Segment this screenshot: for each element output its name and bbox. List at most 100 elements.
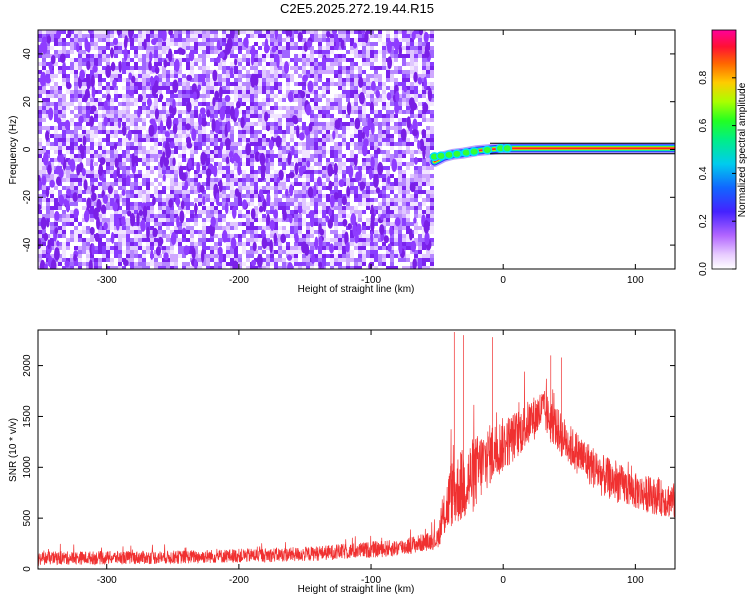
noise-cell [202, 234, 206, 238]
noise-cell [334, 94, 338, 98]
noise-cell [338, 34, 342, 38]
noise-cell [82, 30, 86, 34]
noise-cell [314, 146, 318, 150]
noise-cell [114, 186, 118, 190]
noise-cell [302, 62, 306, 66]
noise-cell [258, 50, 262, 54]
noise-cell [358, 138, 362, 142]
noise-cell [90, 38, 94, 42]
noise-cell [342, 62, 346, 66]
noise-cell [106, 90, 110, 94]
noise-cell [338, 258, 342, 262]
noise-cell [146, 158, 150, 162]
noise-cell [278, 110, 282, 114]
noise-cell [94, 162, 98, 166]
noise-cell [74, 158, 78, 162]
noise-cell [122, 58, 126, 62]
noise-cell [134, 186, 138, 190]
noise-cell [158, 218, 162, 222]
noise-cell [326, 254, 330, 258]
noise-cell [62, 46, 66, 50]
noise-cell [38, 34, 42, 38]
noise-cell [290, 254, 294, 258]
noise-cell [62, 206, 66, 210]
noise-cell [122, 38, 126, 42]
noise-cell [242, 142, 246, 146]
noise-cell [302, 170, 306, 174]
noise-cell [326, 98, 330, 102]
noise-cell [90, 154, 94, 158]
noise-cell [90, 58, 94, 62]
noise-cell [238, 222, 242, 226]
noise-cell [226, 54, 230, 58]
noise-cell [38, 82, 42, 86]
noise-cell [194, 234, 198, 238]
noise-cell [130, 170, 134, 174]
noise-cell [294, 214, 298, 218]
noise-cell [174, 258, 178, 262]
noise-cell [50, 154, 54, 158]
noise-cell [54, 130, 58, 134]
noise-cell [322, 130, 326, 134]
noise-cell [338, 70, 342, 74]
noise-cell [122, 230, 126, 234]
noise-cell [326, 90, 330, 94]
noise-cell [298, 242, 302, 246]
noise-cell [38, 138, 42, 142]
noise-cell [194, 30, 198, 34]
noise-cell [78, 110, 82, 114]
noise-cell [126, 74, 130, 78]
noise-cell [74, 102, 78, 106]
noise-cell [122, 266, 126, 269]
noise-cell [166, 34, 170, 38]
noise-cell [290, 78, 294, 82]
noise-cell [202, 90, 206, 94]
noise-cell [142, 262, 146, 266]
noise-cell [38, 142, 42, 146]
noise-cell [234, 170, 238, 174]
noise-cell [254, 138, 258, 142]
noise-cell [54, 146, 58, 150]
noise-cell [258, 174, 262, 178]
noise-cell [118, 210, 122, 214]
noise-cell [342, 238, 346, 242]
noise-cell [194, 242, 198, 246]
noise-cell [322, 98, 326, 102]
noise-cell [162, 206, 166, 210]
noise-cell [298, 198, 302, 202]
noise-cell [210, 246, 214, 250]
noise-cell [310, 158, 314, 162]
noise-cell [334, 238, 338, 242]
noise-cell [186, 254, 190, 258]
noise-cell [130, 94, 134, 98]
noise-cell [270, 30, 274, 34]
noise-cell [246, 130, 250, 134]
noise-cell [302, 230, 306, 234]
noise-cell [322, 258, 326, 262]
noise-cell [154, 170, 158, 174]
noise-cell [94, 166, 98, 170]
noise-cell [66, 254, 70, 258]
noise-cell [110, 70, 114, 74]
noise-cell [106, 154, 110, 158]
noise-cell [326, 102, 330, 106]
noise-cell [74, 150, 78, 154]
noise-cell [214, 46, 218, 50]
noise-cell [42, 146, 46, 150]
noise-cell [362, 214, 366, 218]
noise-cell [358, 214, 362, 218]
noise-cell [358, 202, 362, 206]
noise-cell [110, 206, 114, 210]
noise-cell [154, 142, 158, 146]
noise-cell [294, 126, 298, 130]
noise-cell [82, 230, 86, 234]
noise-cell [310, 206, 314, 210]
noise-cell [286, 202, 290, 206]
noise-cell [254, 66, 258, 70]
noise-cell [178, 38, 182, 42]
noise-cell [258, 142, 262, 146]
noise-cell [58, 210, 62, 214]
noise-cell [94, 178, 98, 182]
noise-cell [270, 106, 274, 110]
noise-cell [222, 174, 226, 178]
